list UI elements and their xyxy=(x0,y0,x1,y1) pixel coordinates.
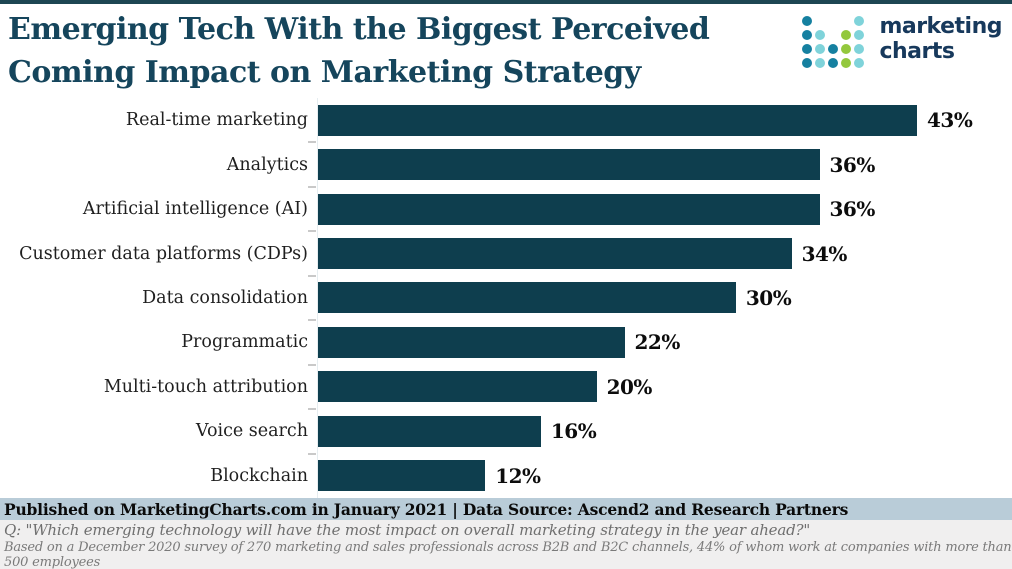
category-label: Programmatic xyxy=(181,332,308,353)
value-label: 30% xyxy=(745,285,792,310)
category-label: Voice search xyxy=(195,421,308,442)
logo-dot xyxy=(854,16,865,26)
logo-wordmark: marketing charts xyxy=(879,14,1002,64)
value-label: 43% xyxy=(927,108,973,133)
bar-row: Multi-touch attribution 20% xyxy=(0,363,1012,410)
publication-bar: Published on MarketingCharts.com in Janu… xyxy=(0,498,1012,520)
logo-dot xyxy=(802,58,813,68)
bar-row: Analytics 36% xyxy=(0,141,1012,187)
bar xyxy=(318,104,917,136)
survey-question: Q: "Which emerging technology will have … xyxy=(4,521,811,539)
bar-row: Customer data platforms (CDPs) 34% xyxy=(0,230,1012,276)
logo-dot xyxy=(828,44,839,54)
logo-dot xyxy=(841,58,852,68)
chart-title-line1: Emerging Tech With the Biggest Perceived xyxy=(8,12,710,47)
axis-tick xyxy=(308,408,316,411)
bar-row: Voice search 16% xyxy=(0,408,1012,454)
bar-row: Blockchain 12% xyxy=(0,452,1012,498)
axis-tick xyxy=(308,185,316,188)
value-label: 36% xyxy=(829,152,876,177)
logo-dot-empty xyxy=(815,16,825,26)
axis-tick xyxy=(308,230,316,233)
bar xyxy=(318,149,820,181)
category-label: Analytics xyxy=(226,154,308,175)
logo-dot xyxy=(828,58,839,68)
bar xyxy=(318,371,597,403)
logo-dot-empty xyxy=(841,16,851,26)
bar xyxy=(318,193,820,225)
category-label: Artificial intelligence (AI) xyxy=(82,199,308,220)
axis-tick xyxy=(308,452,316,455)
bar-row: Artificial intelligence (AI) 36% xyxy=(0,185,1012,232)
marketingcharts-logo: marketing charts xyxy=(802,8,1002,72)
bar-row: Real-time marketing 43% xyxy=(0,98,1012,143)
axis-tick xyxy=(308,319,316,322)
value-label: 12% xyxy=(495,463,541,488)
chart-title-line2: Coming Impact on Marketing Strategy xyxy=(8,55,641,90)
logo-dot xyxy=(815,30,826,40)
bar-chart: Real-time marketing 43% Analytics 36% Ar… xyxy=(0,98,1012,498)
logo-dot xyxy=(802,44,813,54)
category-label: Blockchain xyxy=(210,465,308,486)
top-border xyxy=(0,0,1012,4)
value-label: 36% xyxy=(829,197,876,222)
bar xyxy=(318,282,736,314)
category-label: Real-time marketing xyxy=(125,110,308,131)
value-label: 22% xyxy=(634,330,681,355)
logo-dot-grid xyxy=(802,14,867,72)
bar-row: Programmatic 22% xyxy=(0,319,1012,365)
axis-tick xyxy=(308,141,316,144)
logo-dot-empty xyxy=(828,16,838,26)
bar xyxy=(318,326,625,358)
bar xyxy=(318,460,486,492)
category-label: Data consolidation xyxy=(142,287,308,308)
bar-row: Data consolidation 30% xyxy=(0,274,1012,321)
axis-tick xyxy=(308,274,316,277)
value-label: 20% xyxy=(606,374,653,399)
axis-tick xyxy=(308,363,316,366)
footnotes: Q: "Which emerging technology will have … xyxy=(0,520,1012,569)
value-label: 16% xyxy=(550,419,597,444)
chart-title: Emerging Tech With the Biggest Perceived… xyxy=(8,8,710,94)
logo-dot xyxy=(802,16,813,26)
bar xyxy=(318,415,541,447)
methodology-note: Based on a December 2020 survey of 270 m… xyxy=(4,540,1012,569)
logo-dot xyxy=(815,58,826,68)
logo-dot xyxy=(854,30,865,40)
logo-dot xyxy=(854,44,865,54)
logo-word-marketing: marketing xyxy=(879,14,1002,39)
logo-dot xyxy=(854,58,865,68)
logo-dot xyxy=(841,30,852,40)
bar xyxy=(318,238,792,270)
header: Emerging Tech With the Biggest Perceived… xyxy=(0,4,1012,98)
logo-dot xyxy=(802,30,813,40)
logo-dot xyxy=(841,44,852,54)
logo-word-charts: charts xyxy=(879,39,955,64)
logo-dot xyxy=(815,44,826,54)
category-label: Multi-touch attribution xyxy=(103,376,308,397)
logo-dot-empty xyxy=(828,30,838,40)
category-label: Customer data platforms (CDPs) xyxy=(19,243,308,264)
value-label: 34% xyxy=(801,241,848,266)
